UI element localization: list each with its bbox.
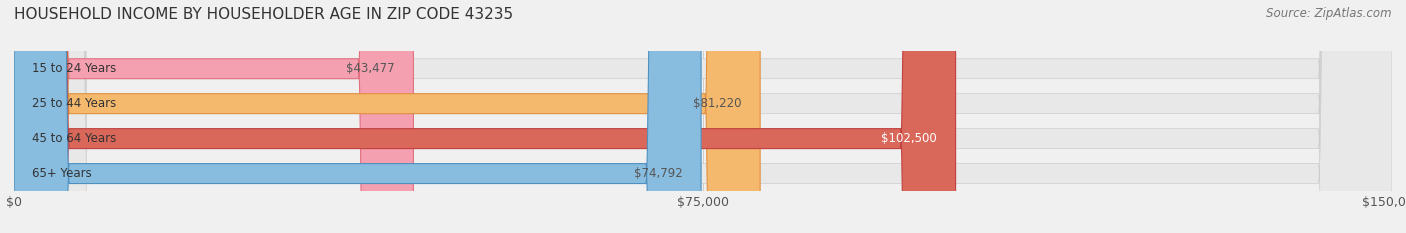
Text: Source: ZipAtlas.com: Source: ZipAtlas.com (1267, 7, 1392, 20)
FancyBboxPatch shape (14, 0, 761, 233)
Text: $74,792: $74,792 (634, 167, 683, 180)
Text: $81,220: $81,220 (693, 97, 742, 110)
FancyBboxPatch shape (14, 0, 1392, 233)
FancyBboxPatch shape (14, 0, 956, 233)
FancyBboxPatch shape (14, 0, 1392, 233)
Text: $102,500: $102,500 (882, 132, 938, 145)
Text: $43,477: $43,477 (346, 62, 395, 75)
Text: 45 to 64 Years: 45 to 64 Years (32, 132, 117, 145)
FancyBboxPatch shape (14, 0, 413, 233)
Text: 25 to 44 Years: 25 to 44 Years (32, 97, 117, 110)
Text: 15 to 24 Years: 15 to 24 Years (32, 62, 117, 75)
FancyBboxPatch shape (14, 0, 1392, 233)
Text: HOUSEHOLD INCOME BY HOUSEHOLDER AGE IN ZIP CODE 43235: HOUSEHOLD INCOME BY HOUSEHOLDER AGE IN Z… (14, 7, 513, 22)
FancyBboxPatch shape (14, 0, 702, 233)
FancyBboxPatch shape (14, 0, 1392, 233)
Text: 65+ Years: 65+ Years (32, 167, 93, 180)
